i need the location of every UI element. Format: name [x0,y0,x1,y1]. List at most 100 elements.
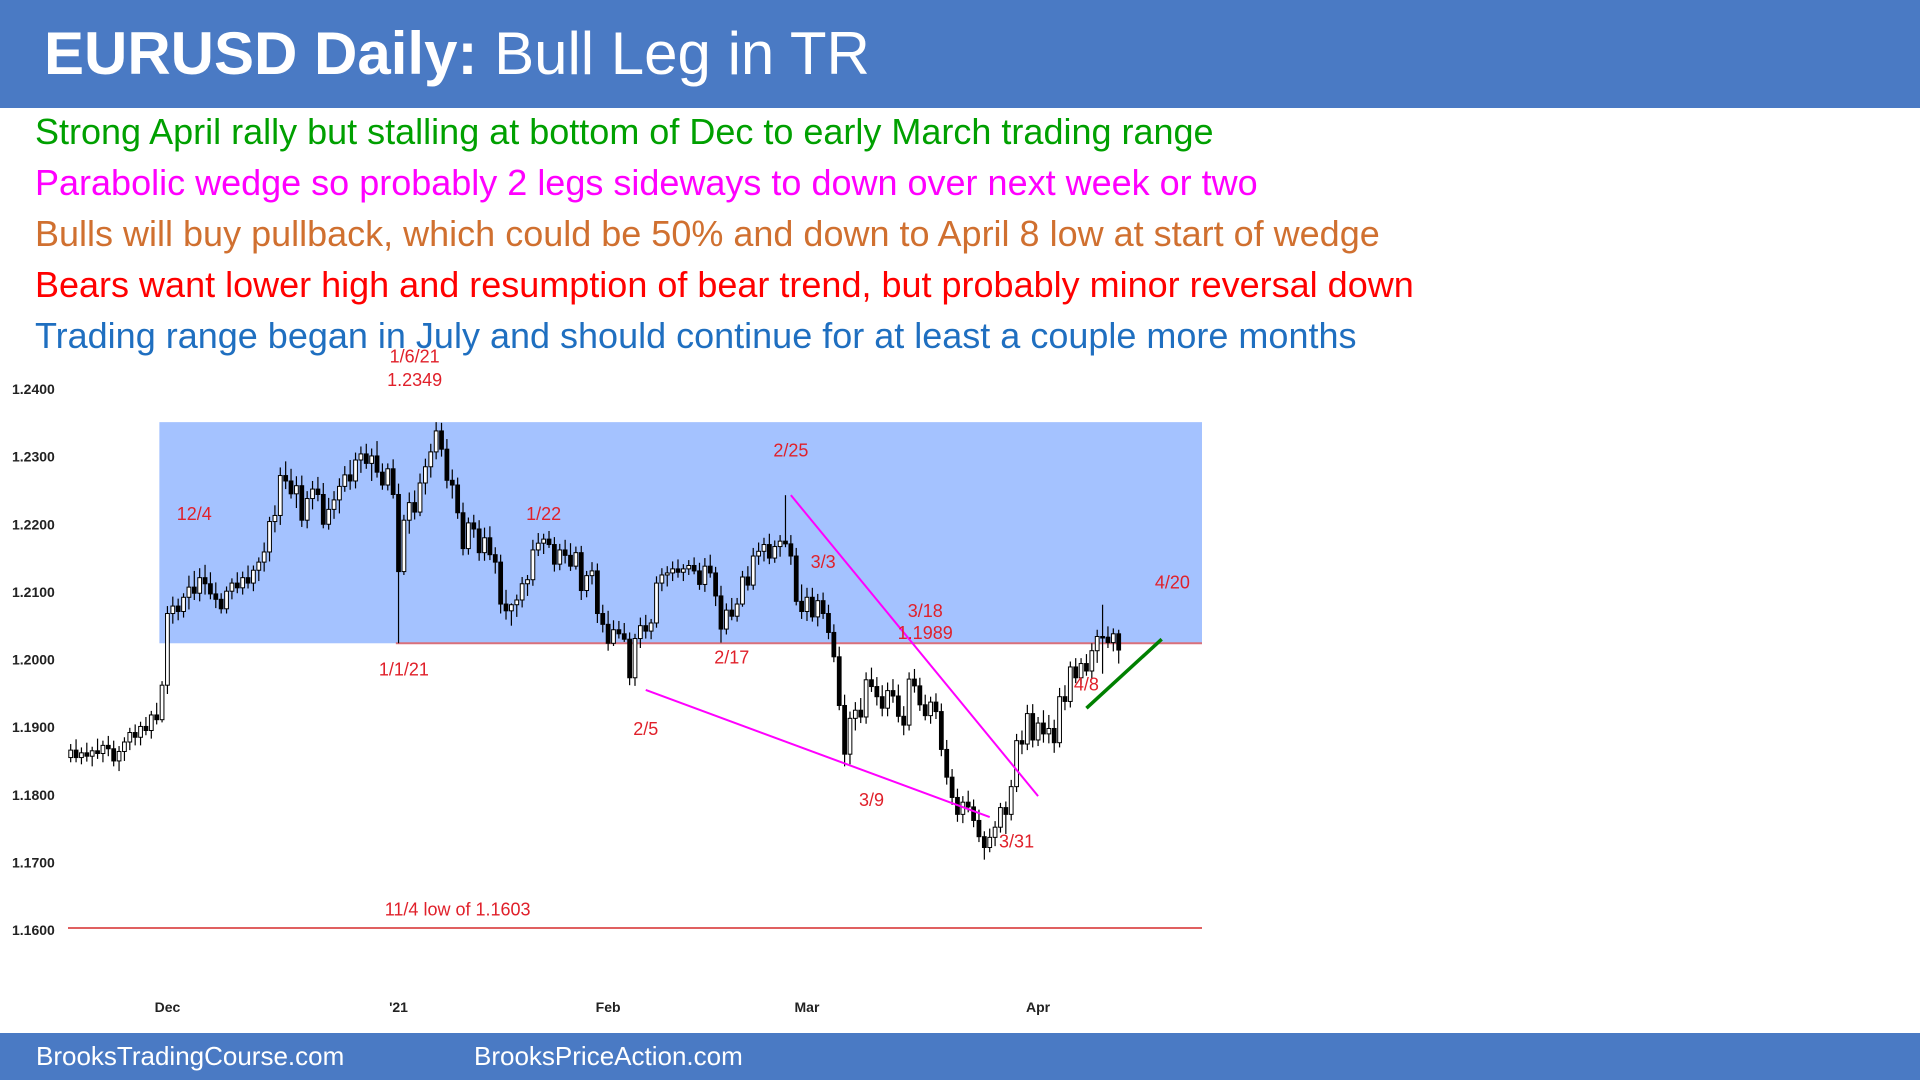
bear-candle [245,577,251,584]
bear-candle [820,600,826,615]
bear-candle [1084,663,1089,672]
bull-candle [632,638,638,679]
bull-candle [852,709,858,719]
bull-candle [79,752,84,759]
bear-candle [1105,636,1111,644]
y-tick-label: 1.2300 [12,449,55,465]
bear-candle [111,748,117,762]
bear-candle [95,750,100,754]
bear-candle [439,430,444,450]
bull-candle [519,583,525,601]
title-bar [0,0,1920,108]
bear-candle [471,522,477,530]
title-subtitle: Bull Leg in TR [477,20,870,87]
bull-candle [847,717,853,755]
bull-candle [272,514,278,523]
bear-candle [879,696,885,709]
bear-candle [691,565,697,572]
bull-candle [723,609,729,630]
bull-candle [406,502,412,521]
bull-candle [148,714,154,732]
bull-candle [756,550,761,557]
bull-candle [89,750,95,757]
bear-candle [132,732,138,738]
bear-candle [938,711,944,750]
bear-candle [783,540,788,545]
price-chart: 1.2400 1.2300 1.2200 1.2100 1.2000 1.1900 1.18… [12,347,1202,1015]
bull-candle [992,826,998,838]
bull-candle [138,725,143,738]
chart-annotation: 11/4 low of 1.1603 [385,900,531,920]
bull-candle [680,568,686,573]
x-tick-label: Feb [596,999,621,1015]
bear-candle [643,625,649,632]
bull-candle [654,582,659,624]
bear-candle [154,714,160,721]
bull-candle [557,549,563,565]
bear-candle [933,701,939,713]
bull-candle [224,590,229,610]
bull-candle [530,549,536,581]
bear-candle [697,570,702,585]
bear-candle [627,638,633,679]
bull-candle [417,482,423,513]
bear-candle [890,690,896,697]
bull-candle [648,622,654,632]
bear-candle [842,704,847,755]
commentary-line-4: Bears want lower high and resumption of … [35,264,1414,305]
bull-candle [1035,722,1041,741]
bull-candle [68,749,74,759]
bear-candle [605,623,611,644]
y-tick-label: 1.1900 [12,719,55,735]
footer-link-trading-course[interactable]: BrooksTradingCourse.com [36,1041,345,1071]
bull-candle [1046,727,1052,735]
bull-candle [686,565,692,570]
chart-annotation: 1/22 [526,504,561,524]
bull-candle [1067,666,1073,702]
title-symbol: EURUSD Daily: [44,20,478,87]
bull-candle [116,750,122,762]
bear-candle [213,593,219,600]
bear-candle [320,493,326,525]
bull-candle [267,521,272,553]
commentary-line-2: Parabolic wedge so probably 2 legs sidew… [35,162,1258,203]
bear-candle [901,715,907,726]
bull-candle [127,732,133,743]
bull-candle [310,488,315,500]
bull-candle [734,603,740,617]
footer-link-price-action[interactable]: BrooksPriceAction.com [474,1041,743,1071]
chart-annotation: 2/25 [773,441,808,461]
y-tick-label: 1.1800 [12,787,55,803]
bull-candle [100,744,106,754]
bull-candle [589,570,595,577]
chart-annotation: 2/17 [714,647,749,667]
chart-annotation: 1/6/21 [390,347,440,367]
bear-candle [444,448,450,481]
bear-candle [1051,727,1057,744]
bear-candle [917,685,923,706]
bear-candle [202,577,208,585]
bull-candle [428,451,434,468]
bull-candle [1008,786,1014,815]
chart-annotation: 4/20 [1155,572,1190,592]
bear-candle [874,686,880,698]
bull-candle [815,600,821,618]
x-tick-label: Mar [795,999,820,1015]
bull-candle [998,807,1003,828]
bull-candle [197,577,203,594]
bull-candle [509,604,514,612]
bull-candle [541,538,547,544]
chart-annotation: 3/18 [908,601,943,621]
bear-candle [793,555,799,602]
bull-candle [337,485,342,501]
chart-annotation: 3/31 [999,831,1034,851]
bull-candle [863,679,869,718]
bull-candle [573,552,579,567]
bear-candle [546,538,552,546]
bull-candle [170,605,176,615]
bear-candle [562,549,568,556]
bear-candle [675,568,681,573]
bull-candle [702,565,708,585]
bear-candle [1116,633,1122,651]
bull-candle [331,499,337,510]
